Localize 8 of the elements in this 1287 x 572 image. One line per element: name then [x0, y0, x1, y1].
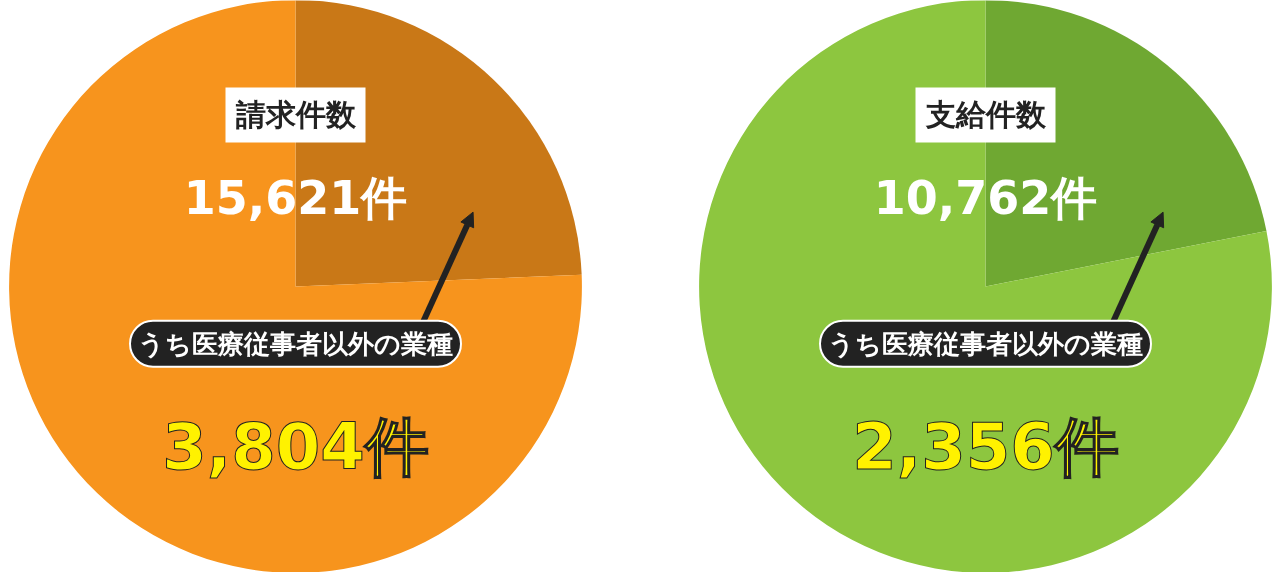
- text: うち医療従事者以外の業種: [828, 328, 1143, 359]
- text: 2,356件: [852, 409, 1119, 484]
- text: 10,762件: [873, 170, 1098, 225]
- text: 3,804件: [162, 409, 429, 484]
- text: うち医療従事者以外の業種: [138, 328, 453, 359]
- text: 支給件数: [924, 97, 1047, 133]
- text: 請求件数: [234, 97, 357, 133]
- text: 15,621件: [183, 170, 408, 225]
